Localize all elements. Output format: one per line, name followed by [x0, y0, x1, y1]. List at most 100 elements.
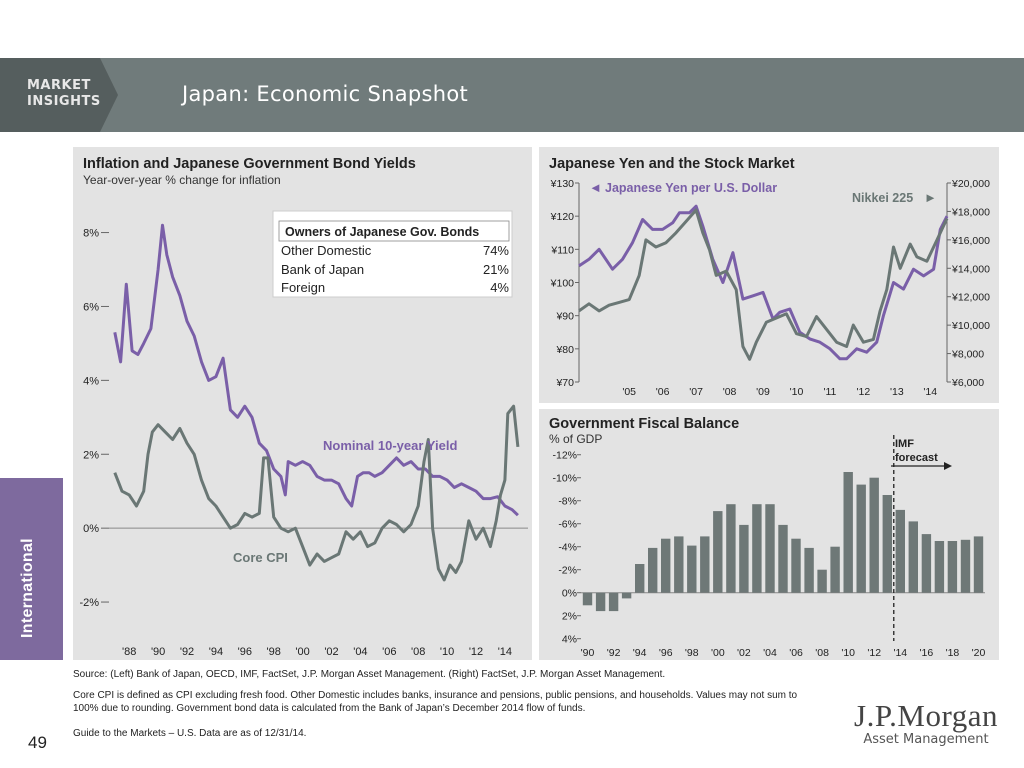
- x-tick-label: '14: [923, 386, 937, 398]
- y-left-tick-label: ¥80: [555, 344, 574, 356]
- y-left-tick-label: ¥100: [550, 278, 575, 290]
- x-tick-label: '13: [890, 386, 904, 398]
- y-right-tick-label: ¥6,000: [951, 377, 984, 389]
- x-tick-label: '02: [324, 646, 338, 658]
- cpi-annotation: Core CPI: [233, 550, 288, 565]
- x-tick-label: '06: [656, 386, 670, 398]
- y-tick-label: 2%: [83, 449, 99, 461]
- market-insights-badge: MARKET INSIGHTS: [0, 58, 118, 132]
- table-row-value: 74%: [483, 243, 509, 258]
- y-right-tick-label: ¥16,000: [951, 235, 990, 247]
- x-tick-label: '14: [498, 646, 512, 658]
- y-right-tick-label: ¥10,000: [951, 320, 990, 332]
- y-tick-label: 0%: [83, 523, 99, 535]
- fiscal-bar-2002: [739, 524, 749, 593]
- imf-forecast-annotation: IMF forecast: [891, 438, 952, 470]
- yield-annotation: Nominal 10-year Yield: [323, 438, 457, 453]
- x-tick-label: '98: [267, 646, 281, 658]
- x-tick-label: '90: [581, 647, 595, 659]
- x-tick-label: '02: [737, 647, 751, 659]
- x-tick-label: '06: [382, 646, 396, 658]
- table-row-label: Bank of Japan: [281, 262, 364, 277]
- y-left-tick-label: ¥110: [550, 244, 574, 256]
- y-tick-label: -12%: [552, 450, 577, 462]
- x-tick-label: '10: [841, 647, 855, 659]
- x-tick-label: '96: [238, 646, 252, 658]
- forecast-label: forecast: [895, 452, 938, 464]
- logo-subtitle: Asset Management: [863, 732, 989, 747]
- x-tick-label: '96: [659, 647, 673, 659]
- page-title: Japan: Economic Snapshot: [182, 82, 469, 106]
- table-row-label: Other Domestic: [281, 243, 372, 258]
- table-title: Owners of Japanese Gov. Bonds: [285, 225, 479, 239]
- yen-legend-arrow: ◄: [589, 180, 602, 195]
- fiscal-bar-1997: [674, 536, 684, 593]
- x-tick-label: '04: [353, 646, 367, 658]
- x-tick-label: '98: [685, 647, 699, 659]
- y-tick-label: -2%: [79, 597, 99, 609]
- chart-subtitle: Year-over-year % change for inflation: [83, 173, 281, 187]
- fiscal-bar-2001: [726, 504, 736, 593]
- fiscal-bar-2017: [934, 541, 945, 593]
- fiscal-bar-1998: [687, 545, 697, 593]
- core-cpi-line: [113, 404, 520, 582]
- guide-note: Guide to the Markets – U.S. Data are as …: [73, 728, 307, 739]
- x-tick-label: '92: [180, 646, 194, 658]
- y-right-tick-label: ¥20,000: [951, 178, 990, 190]
- fiscal-bar-2019: [960, 539, 971, 593]
- section-tab-label: International: [19, 538, 36, 638]
- y-right-tick-label: ¥18,000: [951, 206, 990, 218]
- table-row-value: 21%: [483, 262, 509, 277]
- x-tick-label: '90: [151, 646, 165, 658]
- nikkei-line: [578, 208, 949, 361]
- x-tick-label: '00: [711, 647, 725, 659]
- y-left-tick-label: ¥130: [550, 178, 575, 190]
- y-right-tick-label: ¥12,000: [951, 292, 990, 304]
- brand-line2: INSIGHTS: [27, 94, 101, 109]
- yen-nikkei-panel: Japanese Yen and the Stock Market ¥130 ¥1…: [539, 147, 999, 403]
- x-tick-label: '05: [622, 386, 636, 398]
- fiscal-bar-2016: [921, 534, 932, 593]
- y-left-tick-label: ¥70: [555, 377, 574, 389]
- x-tick-label: '20: [972, 647, 986, 659]
- table-row-label: Foreign: [281, 280, 325, 295]
- x-tick-label: '14: [893, 647, 907, 659]
- x-tick-label: '06: [789, 647, 803, 659]
- x-tick-label: '94: [209, 646, 223, 658]
- x-tick-label: '92: [607, 647, 621, 659]
- fiscal-bar-2013: [882, 495, 892, 593]
- fiscal-bar-1992: [608, 592, 619, 612]
- definition-note: Core CPI is defined as CPI excluding fre…: [73, 690, 798, 714]
- x-tick-label: '10: [440, 646, 454, 658]
- header-bar: MARKET INSIGHTS Japan: Economic Snapshot: [0, 58, 1024, 132]
- fiscal-bar-2018: [947, 541, 958, 593]
- brand-line1: MARKET: [27, 78, 91, 93]
- logo-name: J.P.Morgan: [854, 698, 998, 733]
- x-tick-label: '10: [790, 386, 804, 398]
- x-tick-label: '11: [823, 386, 836, 398]
- x-tick-label: '12: [867, 647, 881, 659]
- fiscal-bar-2009: [830, 546, 840, 593]
- nikkei-legend-arrow: ►: [924, 190, 937, 205]
- y-tick-label: 8%: [83, 228, 99, 240]
- x-tick-label: '18: [946, 647, 960, 659]
- fiscal-bar-2020: [973, 536, 984, 593]
- nikkei-legend-label: Nikkei 225: [852, 191, 913, 205]
- fiscal-bar-2003: [752, 504, 762, 593]
- x-tick-label: '88: [122, 646, 136, 658]
- table-row-value: 4%: [490, 280, 509, 295]
- fiscal-bar-1990: [582, 592, 593, 606]
- fiscal-bar-1995: [648, 547, 658, 593]
- x-tick-label: '09: [756, 386, 770, 398]
- y-tick-label: -10%: [552, 473, 577, 485]
- chart-ylabel: % of GDP: [549, 432, 602, 446]
- yen-nikkei-chart: Japanese Yen and the Stock Market ¥130 ¥1…: [549, 156, 990, 398]
- owners-table: Owners of Japanese Gov. Bonds Other Dome…: [272, 210, 513, 298]
- fiscal-bar-2014: [895, 509, 905, 593]
- yen-legend-label: Japanese Yen per U.S. Dollar: [605, 181, 777, 195]
- y-right-tick-label: ¥14,000: [951, 263, 990, 275]
- y-tick-label: 4%: [83, 375, 99, 387]
- y-left-tick-label: ¥90: [555, 311, 574, 323]
- chart-title: Government Fiscal Balance: [549, 416, 739, 432]
- y-tick-label: 2%: [562, 611, 577, 623]
